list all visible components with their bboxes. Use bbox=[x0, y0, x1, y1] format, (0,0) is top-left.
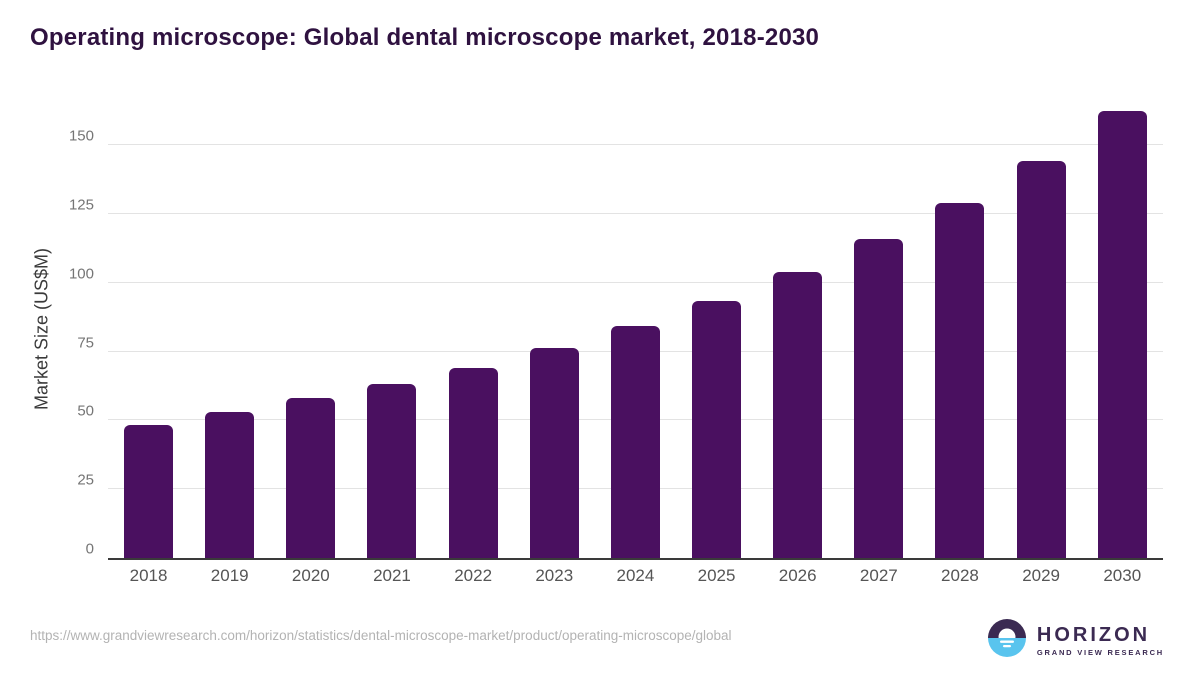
bar-2030 bbox=[1097, 111, 1147, 558]
bar-2020 bbox=[286, 398, 336, 558]
bar-2023 bbox=[529, 347, 579, 558]
y-tick-150: 150 bbox=[68, 127, 94, 145]
gridline-125 bbox=[108, 213, 1163, 215]
x-label-2029: 2029 bbox=[1022, 566, 1061, 585]
horizon-logo-icon bbox=[987, 618, 1027, 663]
bar-2027 bbox=[854, 239, 904, 558]
y-tick-50: 50 bbox=[77, 402, 94, 420]
bars-layer bbox=[108, 100, 1163, 558]
gridline-100 bbox=[108, 281, 1163, 283]
horizon-logo: HORIZON GRAND VIEW RESEARCH bbox=[987, 618, 1164, 663]
x-label-2021: 2021 bbox=[373, 566, 411, 585]
x-label-2024: 2024 bbox=[616, 566, 655, 585]
source-url: https://www.grandviewresearch.com/horizo… bbox=[30, 628, 732, 643]
bar-2028 bbox=[935, 202, 985, 558]
y-tick-25: 25 bbox=[77, 471, 94, 489]
x-label-2020: 2020 bbox=[291, 566, 330, 585]
x-label-2019: 2019 bbox=[210, 566, 249, 585]
x-label-2026: 2026 bbox=[778, 566, 817, 585]
gridline-150 bbox=[108, 144, 1163, 146]
logo-subtitle: GRAND VIEW RESEARCH bbox=[1036, 648, 1164, 657]
bar-2018 bbox=[124, 425, 174, 558]
bar-2026 bbox=[773, 271, 823, 558]
logo-name: HORIZON bbox=[1036, 624, 1151, 646]
bar-2025 bbox=[692, 301, 742, 558]
y-tick-75: 75 bbox=[77, 334, 94, 352]
x-label-2030: 2030 bbox=[1103, 566, 1142, 585]
x-label-2018: 2018 bbox=[129, 566, 168, 585]
plot-area: Market Size (US$M) 0 25 50 75 100 125 150 bbox=[32, 100, 1163, 560]
x-label-2023: 2023 bbox=[535, 566, 574, 585]
chart-title: Operating microscope: Global dental micr… bbox=[30, 24, 820, 51]
bar-2021 bbox=[367, 383, 417, 558]
y-tick-100: 100 bbox=[68, 265, 94, 283]
bar-2029 bbox=[1016, 160, 1066, 558]
horizon-logo-text: HORIZON GRAND VIEW RESEARCH bbox=[1037, 624, 1164, 657]
y-axis-title: Market Size (US$M) bbox=[31, 247, 52, 411]
x-label-2022: 2022 bbox=[454, 566, 493, 585]
y-tick-0: 0 bbox=[85, 540, 94, 558]
x-label-2025: 2025 bbox=[697, 566, 736, 585]
bar-2019 bbox=[205, 411, 255, 558]
x-label-2027: 2027 bbox=[859, 566, 898, 585]
x-axis-labels: 2018 2019 2020 2021 2022 2023 2024 2025 2026 2027… bbox=[108, 566, 1163, 586]
x-label-2028: 2028 bbox=[941, 566, 979, 585]
bar-2024 bbox=[610, 326, 660, 558]
y-tick-125: 125 bbox=[68, 196, 94, 214]
bar-2022 bbox=[448, 368, 498, 558]
